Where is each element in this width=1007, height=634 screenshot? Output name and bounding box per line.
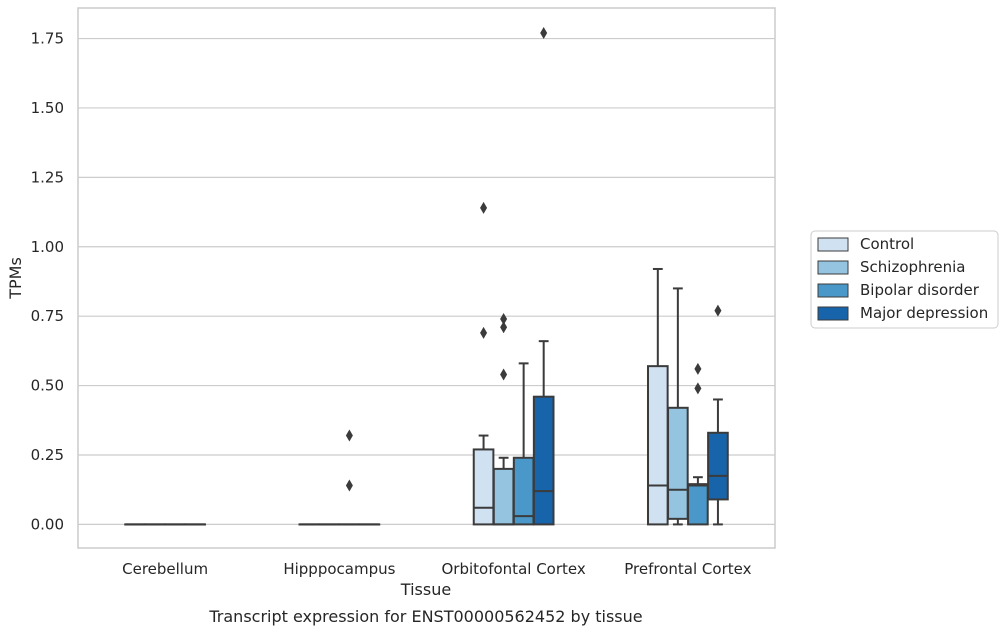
- x-axis-label: Tissue: [400, 580, 451, 599]
- box-plot: [512, 362, 535, 526]
- y-tick-label: 0.50: [31, 377, 64, 395]
- outlier-marker: [714, 304, 722, 317]
- box: [687, 483, 709, 526]
- legend-label: Control: [860, 235, 914, 253]
- box: [707, 431, 729, 501]
- outlier-marker: [480, 201, 488, 214]
- box-plot: [492, 312, 515, 526]
- legend-swatch: [817, 237, 849, 252]
- y-tick-labels: 0.00 0.25 0.50 0.75 1.00 1.25 1.50 1.75: [31, 30, 64, 534]
- box: [472, 448, 495, 526]
- legend-label: Major depression: [860, 304, 988, 322]
- plot-area: [77, 7, 776, 549]
- outlier-marker: [345, 479, 353, 492]
- legend-swatch: [817, 260, 849, 275]
- y-tick-label: 1.75: [31, 30, 64, 48]
- y-tick-label: 1.00: [31, 238, 64, 256]
- box-plot: [646, 267, 669, 526]
- x-tick-label: Hipppocampus: [283, 560, 395, 578]
- box-plot: [532, 26, 555, 526]
- outlier-marker: [500, 321, 508, 334]
- box-plot: [707, 304, 729, 526]
- outlier-marker: [540, 26, 548, 39]
- legend: Control Schizophrenia Bipolar disorder Majo…: [810, 230, 999, 329]
- box: [667, 406, 689, 520]
- legend-label: Bipolar disorder: [860, 281, 980, 299]
- legend-frame: [810, 230, 999, 329]
- y-axis-label: TPMs: [6, 257, 25, 300]
- outlier-marker: [500, 368, 508, 381]
- box: [492, 467, 515, 526]
- outlier-marker: [345, 429, 353, 442]
- box-plot: [472, 201, 495, 526]
- x-tick-labels: Cerebellum Hipppocampus Orbitofontal Corte…: [122, 560, 751, 578]
- x-tick-label: Orbitofontal Cortex: [442, 560, 586, 578]
- x-tick-label: Cerebellum: [122, 560, 208, 578]
- box-plot: [667, 287, 689, 526]
- y-tick-label: 0.25: [31, 446, 64, 464]
- y-tick-label: 0.75: [31, 307, 64, 325]
- box: [532, 395, 555, 526]
- outlier-marker: [694, 362, 702, 375]
- y-tick-label: 0.00: [31, 515, 64, 533]
- legend-swatch: [817, 306, 849, 321]
- chart-caption: Transcript expression for ENST0000056245…: [208, 607, 642, 626]
- outlier-marker: [480, 326, 488, 339]
- box: [646, 365, 669, 526]
- box: [512, 456, 535, 526]
- grid-lines: [78, 37, 775, 526]
- legend-swatch: [817, 283, 849, 298]
- y-tick-label: 1.50: [31, 99, 64, 117]
- box-plot: [687, 362, 709, 526]
- y-tick-label: 1.25: [31, 168, 64, 186]
- box-plot: [338, 429, 361, 526]
- box-plots: [124, 26, 729, 526]
- legend-label: Schizophrenia: [860, 258, 965, 276]
- x-tick-label: Prefrontal Cortex: [624, 560, 751, 578]
- outlier-marker: [500, 312, 508, 325]
- outlier-marker: [694, 382, 702, 395]
